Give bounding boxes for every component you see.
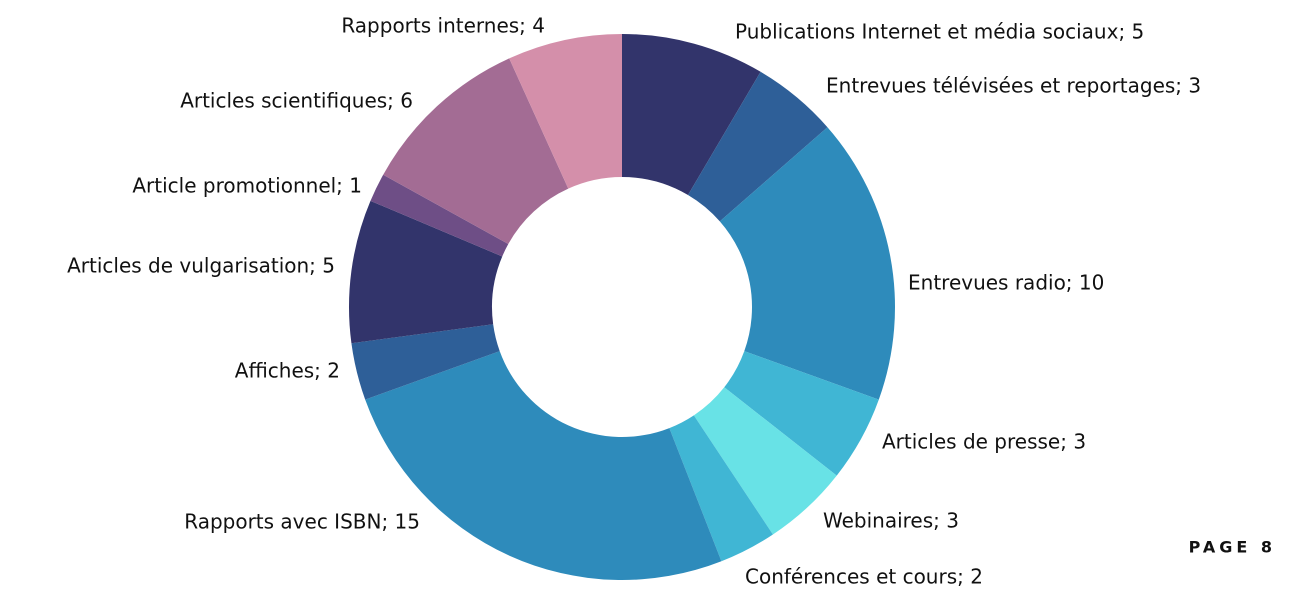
slice <box>622 34 761 195</box>
page-number: PAGE 8 <box>1189 538 1276 557</box>
slice-label: Conférences et cours; 2 <box>745 565 983 589</box>
slice-label: Articles scientifiques; 6 <box>180 89 413 113</box>
slice-label: Rapports avec ISBN; 15 <box>184 510 420 534</box>
slice <box>687 71 828 222</box>
slice-label: Articles de vulgarisation; 5 <box>67 254 335 278</box>
slice <box>383 58 569 245</box>
slice-label: Rapports internes; 4 <box>341 14 545 38</box>
slice <box>370 174 509 257</box>
slice-label: Publications Internet et média sociaux; … <box>735 20 1144 44</box>
slice <box>349 200 503 344</box>
slice-label: Affiches; 2 <box>235 359 340 383</box>
slice <box>669 415 773 562</box>
slice <box>509 34 622 189</box>
slice-label: Articles de presse; 3 <box>882 430 1086 454</box>
slice-label: Article promotionnel; 1 <box>132 174 362 198</box>
slice-label: Entrevues radio; 10 <box>908 271 1104 295</box>
slice-label: Webinaires; 3 <box>823 509 959 533</box>
slice <box>351 324 500 400</box>
slice <box>719 127 896 400</box>
slice <box>724 351 879 476</box>
slice <box>693 387 837 535</box>
slice <box>365 351 722 580</box>
slice-label: Entrevues télévisées et reportages; 3 <box>826 74 1201 98</box>
